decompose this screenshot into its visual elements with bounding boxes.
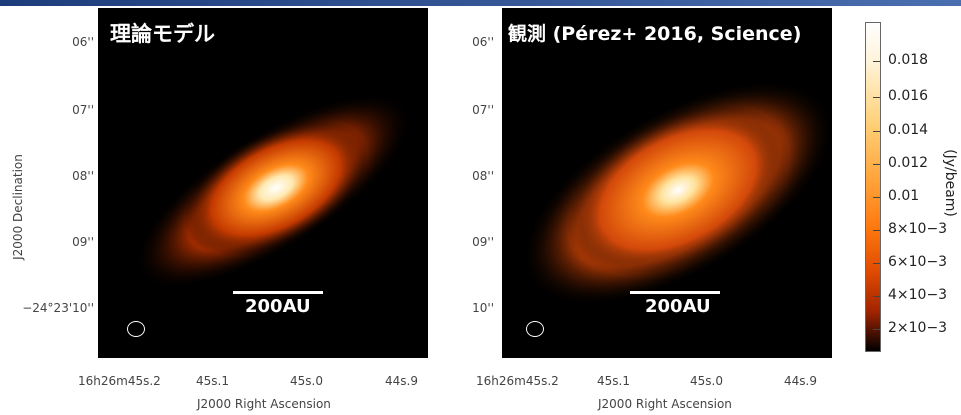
scalebar-line (233, 291, 323, 294)
dec-tick: 07'' (472, 103, 494, 117)
dec-tick: 09'' (72, 235, 94, 249)
colorbar-tick: 0.01 (888, 188, 920, 204)
colorbar-tick: 6×10−3 (888, 254, 948, 270)
ra-tick: 44s.9 (784, 374, 817, 388)
model-disk-image (133, 92, 413, 290)
colorbar-tick-mark (873, 164, 880, 165)
top-accent-bar (0, 0, 961, 6)
colorbar-tick: 8×10−3 (888, 221, 948, 237)
y-axis-label: J2000 Declination (11, 154, 25, 260)
dec-tick: 08'' (472, 169, 494, 183)
dec-tick: 08'' (72, 169, 94, 183)
panel-title: 理論モデル (110, 22, 215, 46)
ra-tick: 16h26m45s.2 (78, 374, 161, 388)
colorbar-tick-mark (873, 296, 880, 297)
scalebar-line (630, 291, 720, 294)
dec-tick: 10'' (472, 301, 494, 315)
colorbar-tick: 0.018 (888, 52, 929, 68)
x-axis-label: J2000 Right Ascension (598, 397, 732, 411)
colorbar-label: (Jy/beam) (942, 149, 958, 217)
ra-tick: 45s.0 (690, 374, 723, 388)
colorbar-tick-mark (873, 197, 880, 198)
dec-tick: 06'' (472, 35, 494, 49)
colorbar-tick-mark (873, 61, 880, 62)
dec-tick: −24°23'10'' (22, 301, 94, 315)
panel-title: 観測 (Pérez+ 2016, Science) (508, 23, 802, 45)
dec-tick: 09'' (472, 235, 494, 249)
beam-ellipse (526, 321, 544, 337)
ra-tick: 45s.1 (196, 374, 229, 388)
colorbar (865, 22, 881, 352)
model-image-panel: 理論モデル 200AU (98, 8, 428, 358)
colorbar-tick-mark (873, 230, 880, 231)
dec-tick: 07'' (72, 103, 94, 117)
x-axis-label: J2000 Right Ascension (197, 397, 331, 411)
colorbar-tick: 0.016 (888, 88, 929, 104)
colorbar-tick: 0.014 (888, 122, 929, 138)
colorbar-tick: 2×10−3 (888, 320, 948, 336)
ra-tick: 45s.1 (597, 374, 630, 388)
colorbar-tick-mark (873, 97, 880, 98)
colorbar-tick-mark (873, 329, 880, 330)
ra-tick: 44s.9 (385, 374, 418, 388)
colorbar-tick: 4×10−3 (888, 287, 948, 303)
beam-ellipse (127, 321, 145, 337)
dec-tick: 06'' (72, 35, 94, 49)
colorbar-tick-mark (873, 131, 880, 132)
ra-tick: 16h26m45s.2 (476, 374, 559, 388)
ra-tick: 45s.0 (290, 374, 323, 388)
observed-disk-image (520, 80, 832, 306)
scalebar-label: 200AU (645, 296, 711, 317)
colorbar-tick: 0.012 (888, 155, 929, 171)
colorbar-tick-mark (873, 263, 880, 264)
scalebar-label: 200AU (245, 296, 311, 317)
observation-image-panel: 観測 (Pérez+ 2016, Science) 200AU (502, 8, 832, 358)
